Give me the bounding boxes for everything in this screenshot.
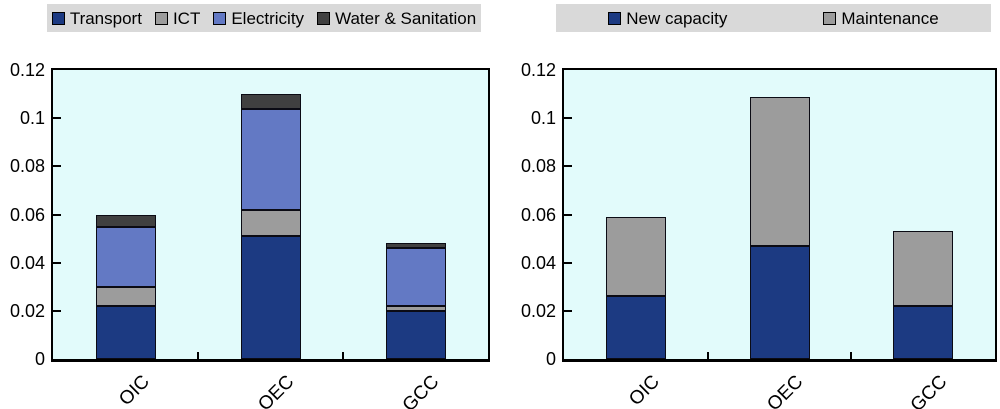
y-axis-label: 0.04 bbox=[520, 252, 556, 273]
bar-segment-gcc-electricity bbox=[385, 248, 446, 307]
y-axis-label: 0.06 bbox=[9, 204, 45, 225]
x-axis-label-oic: OIC bbox=[625, 371, 664, 409]
legend: Transport ICT Electricity Water & Sanitatio… bbox=[47, 4, 481, 32]
bar-segment-oec-water-sanitation bbox=[240, 94, 301, 109]
bar-segment-oec-maintenance bbox=[749, 96, 810, 246]
legend-item-electricity: Electricity bbox=[213, 10, 304, 27]
bar-segment-oic-maintenance bbox=[605, 216, 666, 297]
x-axis-label-oic: OIC bbox=[114, 371, 154, 409]
bar-segment-oec-new-capacity bbox=[749, 245, 810, 359]
bar-segment-oic-transport bbox=[95, 306, 156, 359]
y-axis-label: 0.08 bbox=[9, 156, 45, 177]
chart-by-purpose: New capacity Maintenance 0 0.02 0.04 0.06 0.08… bbox=[500, 0, 1000, 409]
chart-by-sector: Transport ICT Electricity Water & Sanitatio… bbox=[9, 4, 490, 409]
plot-inner bbox=[53, 70, 488, 359]
x-axis-label-oec: OEC bbox=[763, 371, 808, 409]
legend-marker-maintenance-icon bbox=[823, 11, 837, 25]
bar-segment-gcc-transport bbox=[385, 310, 446, 359]
legend-label-new-capacity: New capacity bbox=[626, 8, 728, 28]
bar-segment-oic-electricity bbox=[95, 226, 156, 287]
legend-marker-new-capacity-icon bbox=[608, 11, 622, 25]
bar-segment-gcc-water-sanitation bbox=[385, 243, 446, 249]
bar-segment-gcc-new-capacity bbox=[893, 306, 954, 359]
y-axis-tick bbox=[564, 309, 572, 312]
bar-segment-gcc-ict bbox=[385, 306, 446, 311]
bar-segment-oic-water-sanitation bbox=[95, 214, 156, 227]
y-axis-tick bbox=[53, 165, 61, 168]
legend-marker-electricity-icon bbox=[213, 11, 227, 25]
x-axis-tick bbox=[850, 352, 853, 359]
x-axis-label-gcc: GCC bbox=[906, 371, 952, 409]
plot-inner bbox=[564, 70, 995, 359]
y-axis-label: 0.02 bbox=[520, 300, 556, 321]
legend-label-maintenance: Maintenance bbox=[841, 8, 939, 28]
legend-marker-transport-icon bbox=[51, 11, 65, 25]
y-axis-label: 0 bbox=[34, 349, 45, 369]
y-axis-tick bbox=[564, 165, 572, 168]
y-axis-label: 0.02 bbox=[9, 300, 45, 321]
bar-segment-oic-ict bbox=[95, 286, 156, 307]
bar-segment-oec-electricity bbox=[240, 108, 301, 210]
legend-item-new-capacity: New capacity bbox=[608, 10, 727, 27]
y-axis-tick bbox=[53, 117, 61, 120]
legend-marker-water-sanitation-icon bbox=[317, 11, 331, 25]
y-axis-label: 0 bbox=[545, 349, 556, 369]
x-axis-label-gcc: GCC bbox=[398, 371, 444, 409]
y-axis-label: 0.1 bbox=[19, 108, 45, 129]
y-axis-tick bbox=[53, 261, 61, 264]
legend-label-ict: ICT bbox=[172, 8, 201, 28]
legend: New capacity Maintenance bbox=[556, 4, 991, 32]
x-axis-tick bbox=[706, 352, 709, 359]
bar-segment-oec-ict bbox=[240, 209, 301, 237]
plot-area bbox=[562, 68, 997, 362]
legend-label-water-sanitation: Water & Sanitation bbox=[335, 8, 477, 28]
x-axis-tick bbox=[342, 352, 344, 359]
legend-item-water-sanitation: Water & Sanitation bbox=[317, 10, 476, 27]
y-axis-label: 0.04 bbox=[9, 252, 45, 273]
y-axis-label: 0.1 bbox=[530, 108, 556, 129]
x-axis-tick bbox=[197, 352, 199, 359]
legend-marker-ict-icon bbox=[154, 11, 168, 25]
y-axis-label: 0.08 bbox=[520, 156, 556, 177]
bar-segment-oic-new-capacity bbox=[605, 296, 666, 359]
plot-area bbox=[51, 68, 490, 362]
y-axis-tick bbox=[53, 309, 61, 312]
y-axis-tick bbox=[564, 117, 572, 120]
y-axis-tick bbox=[564, 213, 572, 216]
legend-item-ict: ICT bbox=[154, 8, 201, 28]
x-axis-label-oec: OEC bbox=[254, 371, 299, 409]
legend-item-maintenance: Maintenance bbox=[823, 8, 939, 28]
y-axis-label: 0.12 bbox=[520, 60, 556, 80]
y-axis-label: 0.12 bbox=[9, 60, 45, 80]
bar-segment-oec-transport bbox=[240, 236, 301, 359]
y-axis-tick bbox=[53, 213, 61, 216]
y-axis-label: 0.06 bbox=[520, 204, 556, 225]
bar-segment-gcc-maintenance bbox=[893, 231, 954, 307]
legend-label-transport: Transport bbox=[69, 8, 142, 28]
legend-label-electricity: Electricity bbox=[231, 8, 305, 28]
legend-item-transport: Transport bbox=[51, 8, 142, 28]
y-axis-tick bbox=[564, 261, 572, 264]
